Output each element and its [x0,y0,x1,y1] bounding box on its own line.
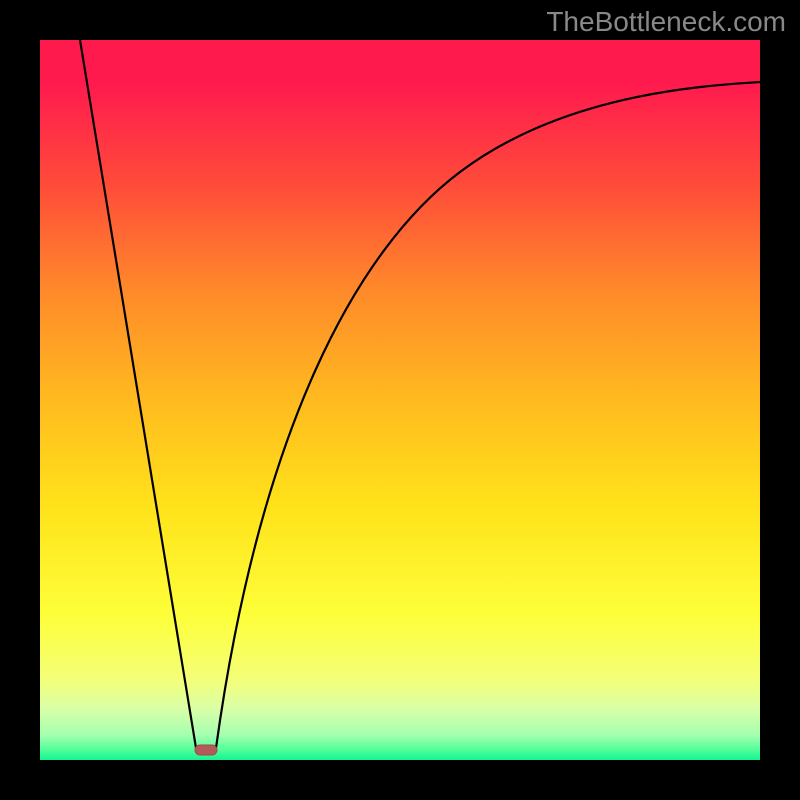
plot-area [40,40,760,760]
watermark-text: TheBottleneck.com [546,6,786,38]
dip-marker [195,745,217,755]
bottleneck-chart [0,0,800,800]
chart-container: TheBottleneck.com [0,0,800,800]
